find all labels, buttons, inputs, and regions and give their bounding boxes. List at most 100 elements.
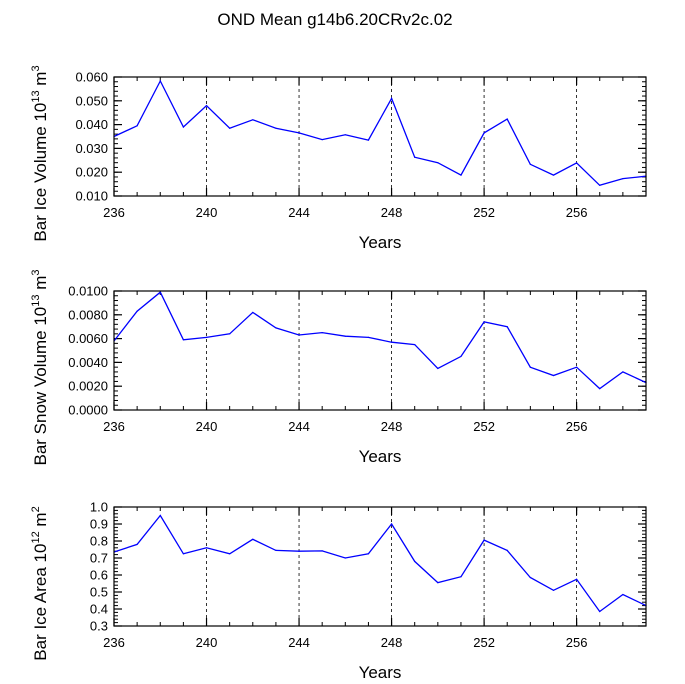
x-tick-label: 240 — [196, 635, 218, 650]
y-axis-label-text: m — [31, 72, 50, 91]
data-point — [298, 132, 300, 134]
data-point — [205, 547, 208, 549]
x-axis-label: Years — [359, 447, 402, 466]
y-tick-label: 0.0020 — [68, 379, 108, 394]
chart-panel-3: 236 240 244 248 252 256 0.3 0.4 0.5 0.6 0.7 0.8 0.9 1… — [30, 500, 647, 682]
y-axis-label-text: Bar Ice Area 10 — [31, 544, 50, 661]
x-tick-label: 244 — [288, 205, 310, 220]
y-axis-label-exponent: 12 — [30, 531, 42, 543]
series-line — [113, 514, 647, 613]
data-point — [136, 310, 138, 312]
y-axis-label-exponent: 13 — [30, 90, 42, 102]
data-point — [576, 366, 578, 368]
plot-frame — [113, 76, 647, 197]
data-point — [460, 355, 462, 358]
data-point — [229, 127, 231, 129]
data-point — [136, 543, 138, 546]
chart-title: OND Mean g14b6.20CRv2c.02 — [217, 10, 452, 29]
data-point — [506, 326, 508, 328]
data-point — [298, 550, 300, 552]
chart-panel-2: 236 240 244 248 252 256 0.0000 0.0020 0.0040 0.00… — [30, 269, 647, 466]
plot-frame — [113, 506, 647, 627]
data-point — [390, 341, 393, 343]
x-tick-label: 252 — [473, 419, 495, 434]
data-point — [483, 321, 485, 323]
plot-frame — [113, 290, 647, 411]
data-point — [390, 97, 393, 100]
data-point — [298, 334, 300, 336]
series-line — [113, 291, 647, 390]
data-point — [506, 118, 508, 120]
data-point — [460, 174, 462, 176]
data-point — [529, 576, 531, 579]
y-tick-label: 0.0060 — [68, 331, 108, 346]
data-point — [414, 343, 416, 346]
y-tick-label: 0.3 — [90, 619, 108, 634]
data-point — [529, 163, 531, 165]
data-point — [552, 374, 555, 377]
data-point — [344, 335, 346, 337]
data-point — [275, 549, 277, 551]
data-point — [182, 126, 184, 128]
x-tick-label: 244 — [288, 419, 310, 434]
data-point — [367, 336, 370, 339]
x-tick-label: 240 — [196, 205, 218, 220]
data-point — [437, 162, 439, 164]
data-point — [483, 132, 485, 134]
y-tick-label: 0.4 — [90, 602, 108, 617]
data-point — [252, 119, 254, 121]
data-point — [321, 550, 323, 552]
y-axis-label-exponent: 3 — [30, 269, 42, 275]
data-point — [483, 539, 485, 541]
data-point — [576, 162, 578, 164]
y-axis-label: Bar Snow Volume 1013 m3 — [30, 269, 50, 465]
x-tick-label: 248 — [381, 205, 403, 220]
y-axis-label-exponent: 13 — [30, 295, 42, 307]
data-point — [182, 553, 184, 555]
y-tick-label: 0.0100 — [68, 284, 108, 299]
y-axis-label: Bar Ice Area 1012 m2 — [30, 506, 50, 660]
x-tick-label: 248 — [381, 419, 403, 434]
data-point — [252, 538, 254, 540]
y-tick-label: 1.0 — [90, 500, 108, 515]
y-axis-label-text: m — [31, 276, 50, 295]
y-tick-label: 0.010 — [75, 189, 108, 204]
data-point — [275, 127, 277, 129]
x-tick-label: 240 — [196, 419, 218, 434]
y-tick-label: 0.020 — [75, 165, 108, 180]
x-axis-label: Years — [359, 663, 402, 682]
data-point — [321, 332, 323, 334]
data-point — [552, 174, 555, 176]
y-tick-label: 0.6 — [90, 568, 108, 583]
x-tick-label: 256 — [566, 205, 588, 220]
data-point — [159, 80, 161, 82]
y-tick-label: 0.0040 — [68, 355, 108, 370]
x-tick-label: 256 — [566, 635, 588, 650]
y-axis-label-text: Bar Ice Volume 10 — [31, 103, 50, 242]
data-point — [182, 339, 184, 341]
y-tick-label: 0.060 — [75, 70, 108, 85]
data-point — [159, 514, 161, 517]
y-tick-label: 0.8 — [90, 534, 108, 549]
data-point — [599, 610, 601, 613]
data-point — [159, 291, 161, 293]
y-tick-label: 0.9 — [90, 517, 108, 532]
data-point — [321, 138, 323, 141]
data-point — [506, 549, 508, 551]
x-tick-label: 236 — [103, 205, 125, 220]
x-tick-label: 244 — [288, 635, 310, 650]
y-tick-label: 0.7 — [90, 551, 108, 566]
x-tick-label: 248 — [381, 635, 403, 650]
data-point — [252, 311, 254, 314]
data-point — [599, 184, 601, 186]
x-tick-label: 252 — [473, 635, 495, 650]
data-point — [529, 366, 531, 368]
series-line — [113, 79, 647, 187]
data-point — [390, 523, 393, 525]
data-point — [414, 560, 416, 563]
data-point — [367, 553, 370, 555]
data-point — [460, 576, 462, 578]
y-tick-label: 0.050 — [75, 93, 108, 108]
y-axis-label-exponent: 2 — [30, 506, 42, 512]
